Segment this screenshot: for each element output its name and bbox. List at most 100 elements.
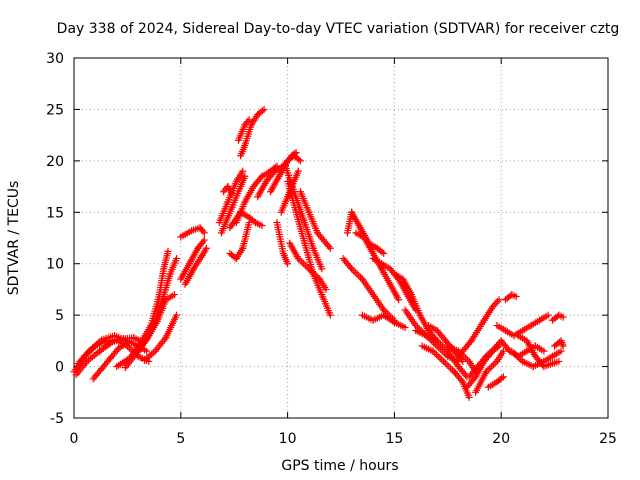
- data-point: [555, 357, 563, 365]
- data-point: [470, 375, 478, 383]
- data-point: [241, 172, 249, 180]
- data-point: [440, 357, 448, 365]
- data-point: [487, 349, 495, 357]
- data-point: [486, 364, 494, 372]
- data-point: [298, 258, 306, 266]
- data-point: [113, 346, 121, 354]
- data-point: [463, 356, 471, 364]
- data-point: [173, 311, 181, 319]
- data-point: [466, 339, 474, 347]
- data-point: [202, 244, 210, 252]
- data-point: [346, 263, 354, 271]
- data-point: [436, 354, 444, 362]
- data-point: [438, 356, 446, 364]
- data-point: [228, 190, 236, 198]
- y-tick-label: 0: [55, 360, 64, 376]
- data-point: [357, 273, 365, 281]
- data-point: [395, 296, 403, 304]
- data-point: [445, 363, 453, 371]
- data-point: [200, 229, 208, 237]
- data-point: [504, 345, 512, 353]
- y-tick-label: 25: [46, 102, 64, 118]
- data-point: [558, 340, 566, 348]
- data-point: [512, 293, 520, 301]
- data-point: [353, 270, 361, 278]
- data-point: [260, 105, 268, 113]
- data-point: [199, 238, 207, 246]
- chart-title: Day 338 of 2024, Sidereal Day-to-day VTE…: [57, 21, 620, 37]
- data-point: [495, 342, 503, 350]
- data-point: [164, 247, 172, 255]
- data-point: [491, 359, 499, 367]
- data-point: [441, 359, 449, 367]
- data-point: [355, 272, 363, 280]
- data-point: [326, 244, 334, 252]
- data-point: [143, 347, 151, 355]
- x-tick-label: 0: [70, 431, 79, 447]
- data-point: [401, 323, 409, 331]
- data-point: [325, 243, 333, 251]
- data-point: [148, 350, 156, 358]
- data-point: [447, 364, 455, 372]
- x-tick-label: 10: [279, 431, 297, 447]
- data-point: [269, 169, 277, 177]
- data-point: [294, 167, 302, 175]
- data-point: [300, 260, 308, 268]
- data-point: [378, 248, 386, 256]
- data-point: [544, 311, 552, 319]
- data-point: [489, 361, 497, 369]
- data-point: [492, 299, 500, 307]
- data-point: [123, 339, 131, 347]
- data-points: [70, 105, 567, 401]
- data-point: [349, 267, 357, 275]
- y-tick-label: 30: [46, 51, 64, 67]
- x-tick-label: 15: [385, 431, 403, 447]
- y-tick-label: -5: [50, 411, 64, 427]
- data-point: [258, 222, 266, 230]
- data-point: [498, 374, 506, 382]
- data-point: [443, 361, 451, 369]
- data-point: [465, 393, 473, 401]
- data-point: [434, 352, 442, 360]
- data-point: [295, 156, 303, 164]
- data-point: [499, 347, 507, 355]
- y-axis-label: SDTVAR / TECUs: [6, 181, 22, 296]
- data-point: [493, 343, 501, 351]
- data-point: [199, 227, 207, 235]
- data-point: [200, 236, 208, 244]
- data-point: [149, 349, 157, 357]
- data-point: [301, 261, 309, 269]
- data-point: [244, 117, 252, 125]
- x-tick-label: 25: [599, 431, 617, 447]
- axis-ticks: 0 5 10 15 20 25 -5 0 5 10 15 20 25 30: [46, 51, 617, 447]
- data-point: [493, 298, 501, 306]
- y-tick-label: 10: [46, 257, 64, 273]
- data-point: [296, 157, 304, 165]
- data-point: [557, 347, 565, 355]
- data-point: [250, 217, 258, 225]
- y-tick-label: 20: [46, 154, 64, 170]
- data-point: [351, 268, 359, 276]
- data-point: [239, 167, 247, 175]
- data-point: [437, 340, 445, 348]
- x-tick-label: 20: [492, 431, 510, 447]
- data-point: [557, 337, 565, 345]
- data-point: [448, 366, 456, 374]
- data-point: [170, 291, 178, 299]
- plot-frame: [73, 57, 609, 419]
- x-tick-label: 5: [176, 431, 185, 447]
- data-point: [495, 296, 503, 304]
- data-point: [322, 285, 330, 293]
- data-point: [326, 311, 334, 319]
- data-point: [488, 363, 496, 371]
- x-axis-label: GPS time / hours: [281, 458, 398, 474]
- data-point: [146, 352, 154, 360]
- data-point: [432, 351, 440, 359]
- data-point: [457, 376, 465, 384]
- data-point: [380, 249, 388, 257]
- data-point: [318, 265, 326, 273]
- grid-lines: [74, 58, 608, 418]
- data-point: [559, 342, 567, 350]
- y-tick-label: 15: [46, 205, 64, 221]
- data-point: [173, 255, 181, 263]
